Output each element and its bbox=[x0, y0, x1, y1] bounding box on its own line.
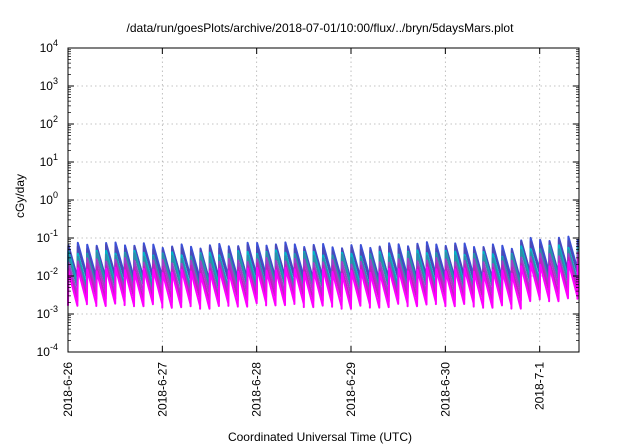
series-layer bbox=[67, 235, 579, 310]
y-tick-label: 10-2 bbox=[37, 266, 58, 283]
grid-lines bbox=[68, 48, 579, 352]
y-axis-label: cGy/day bbox=[13, 173, 27, 218]
y-tick-label: 101 bbox=[40, 152, 58, 169]
series-line-3 bbox=[67, 246, 579, 292]
tick-marks bbox=[67, 47, 579, 353]
x-tick-label: 2018-6-26 bbox=[61, 362, 75, 417]
y-tick-label: 104 bbox=[40, 38, 58, 55]
chart-title: /data/run/goesPlots/archive/2018-07-01/1… bbox=[126, 21, 514, 35]
y-tick-label: 102 bbox=[40, 114, 58, 131]
series-line-5 bbox=[67, 256, 579, 304]
y-tick-label: 103 bbox=[40, 76, 58, 93]
x-tick-label: 2018-6-30 bbox=[438, 362, 452, 417]
y-tick-label: 10-3 bbox=[37, 304, 58, 321]
x-tick-label: 2018-7-1 bbox=[533, 362, 547, 410]
x-tick-labels: 2018-6-26 2018-6-27 2018-6-28 2018-6-29 2018… bbox=[61, 362, 547, 417]
x-tick-label: 2018-6-28 bbox=[250, 362, 264, 417]
x-axis-label: Coordinated Universal Time (UTC) bbox=[227, 430, 413, 444]
y-tick-label: 10-4 bbox=[37, 342, 58, 359]
y-tick-label: 10-1 bbox=[37, 228, 58, 245]
x-tick-label: 2018-6-27 bbox=[155, 362, 169, 417]
y-tick-labels: 10-4 10-3 10-2 10-1 100 101 102 103 104 bbox=[37, 38, 58, 359]
y-tick-label: 100 bbox=[40, 190, 58, 207]
x-tick-label: 2018-6-29 bbox=[344, 362, 358, 417]
series-line-6 bbox=[67, 260, 579, 310]
